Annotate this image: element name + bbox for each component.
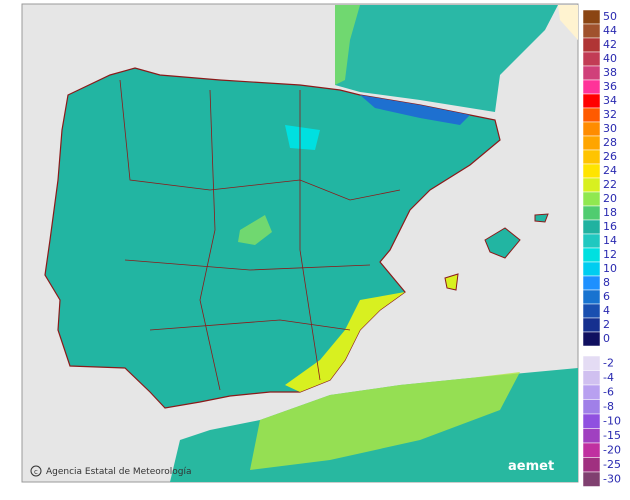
africa-warm <box>250 372 520 470</box>
legend-swatch <box>582 65 601 81</box>
legend-swatch <box>582 37 601 53</box>
legend-label: 50 <box>603 10 617 23</box>
legend-swatch <box>582 275 601 291</box>
legend-label: 26 <box>603 150 617 163</box>
pyrenees <box>360 95 470 125</box>
legend-label: 44 <box>603 24 617 37</box>
coast-green <box>335 5 360 85</box>
legend-swatch <box>582 261 601 277</box>
credit-text: Agencia Estatal de Meteorología <box>46 467 192 477</box>
legend-label: -4 <box>603 371 614 384</box>
credit: c Agencia Estatal de Meteorología aemet <box>30 459 554 477</box>
legend-label: -25 <box>603 458 621 471</box>
map <box>44 5 578 482</box>
coast-warm <box>285 292 405 392</box>
legend: 5044424038363432302826242220181614121086… <box>582 9 621 487</box>
legend-swatch <box>582 355 601 371</box>
legend-swatch <box>582 135 601 151</box>
legend-swatch <box>582 399 601 415</box>
legend-label: 12 <box>603 248 617 261</box>
ibiza <box>444 273 459 291</box>
legend-label: -15 <box>603 429 621 442</box>
legend-swatch <box>582 9 601 25</box>
legend-swatch <box>582 442 601 458</box>
legend-label: 36 <box>603 80 617 93</box>
legend-label: 32 <box>603 108 617 121</box>
legend-swatch <box>582 247 601 263</box>
legend-label: 0 <box>603 332 610 345</box>
legend-label: 18 <box>603 206 617 219</box>
border <box>299 90 321 381</box>
legend-swatch <box>582 93 601 109</box>
legend-label: -6 <box>603 385 614 398</box>
legend-swatch <box>582 177 601 193</box>
legend-label: 22 <box>603 178 617 191</box>
legend-label: 38 <box>603 66 617 79</box>
legend-swatch <box>582 384 601 400</box>
legend-swatch <box>582 79 601 95</box>
legend-swatch <box>582 413 601 429</box>
legend-swatch <box>582 51 601 67</box>
border <box>124 259 371 271</box>
legend-label: 14 <box>603 234 617 247</box>
copyright-c: c <box>34 468 38 476</box>
province-borders <box>119 79 401 391</box>
legend-swatch <box>582 317 601 333</box>
legend-label: 10 <box>603 262 617 275</box>
legend-swatch <box>582 163 601 179</box>
legend-swatch <box>582 205 601 221</box>
border <box>149 319 351 331</box>
legend-label: -10 <box>603 414 621 427</box>
legend-label: -30 <box>603 472 621 485</box>
legend-label: 42 <box>603 38 617 51</box>
france <box>335 5 558 112</box>
italy <box>558 5 578 40</box>
legend-swatch <box>582 107 601 123</box>
legend-label: 8 <box>603 276 610 289</box>
legend-label: 6 <box>603 290 610 303</box>
copyright-icon <box>30 465 42 477</box>
menorca <box>534 213 549 223</box>
border <box>199 89 221 391</box>
legend-swatch <box>582 370 601 386</box>
legend-swatch <box>582 149 601 165</box>
legend-swatch <box>582 331 601 347</box>
legend-label: 34 <box>603 94 617 107</box>
legend-swatch <box>582 191 601 207</box>
legend-label: -8 <box>603 400 614 413</box>
legend-swatch <box>582 471 601 487</box>
legend-swatch <box>582 121 601 137</box>
legend-swatch <box>582 289 601 305</box>
cold-area <box>285 125 320 150</box>
legend-label: 40 <box>603 52 617 65</box>
legend-label: 2 <box>603 318 610 331</box>
legend-swatch <box>582 219 601 235</box>
legend-label: 30 <box>603 122 617 135</box>
legend-label: 16 <box>603 220 617 233</box>
legend-swatch <box>582 428 601 444</box>
legend-label: 4 <box>603 304 610 317</box>
legend-swatch <box>582 303 601 319</box>
mallorca <box>484 227 521 259</box>
legend-swatch <box>582 23 601 39</box>
logo: aemet <box>508 459 554 474</box>
legend-label: 24 <box>603 164 617 177</box>
border <box>119 79 401 201</box>
legend-label: -2 <box>603 356 614 369</box>
legend-swatch <box>582 233 601 249</box>
legend-swatch <box>582 457 601 473</box>
legend-label: 28 <box>603 136 617 149</box>
madrid-warm <box>238 215 272 245</box>
legend-label: 20 <box>603 192 617 205</box>
legend-label: -20 <box>603 443 621 456</box>
